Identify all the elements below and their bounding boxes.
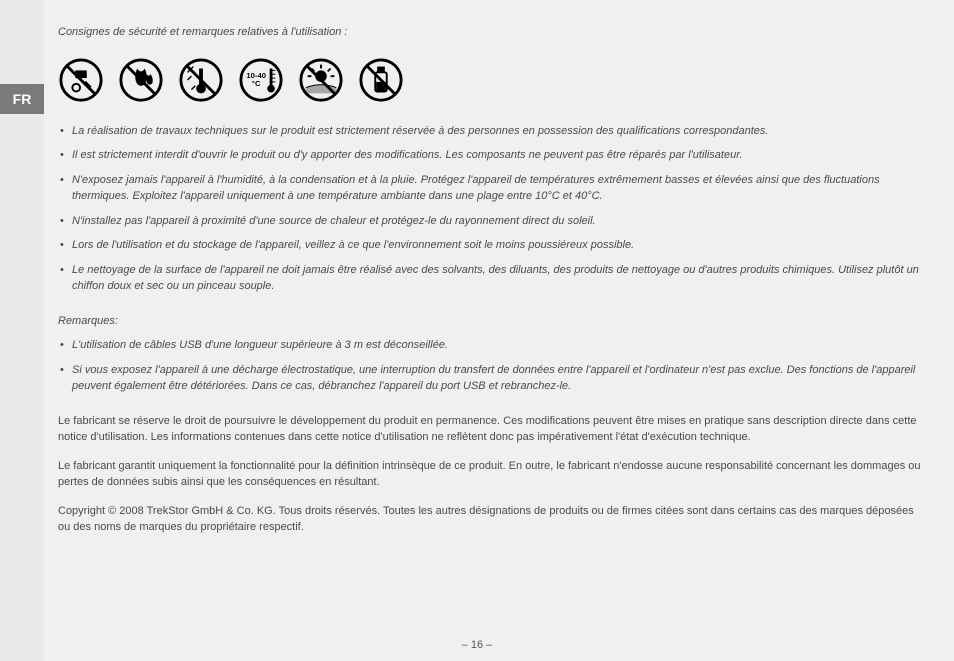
language-tab: FR [0, 84, 44, 114]
no-extreme-heat-icon [178, 57, 224, 103]
temperature-range-icon: 10-40 °C [238, 57, 284, 103]
list-item: N'exposez jamais l'appareil à l'humidité… [58, 172, 928, 205]
remarks-bullets: L'utilisation de câbles USB d'une longue… [58, 337, 928, 395]
list-item: La réalisation de travaux techniques sur… [58, 123, 928, 140]
svg-text:°C: °C [252, 78, 261, 87]
page-number: – 16 – [0, 639, 954, 651]
no-repair-icon [58, 57, 104, 103]
no-moisture-icon [118, 57, 164, 103]
icon-row: 10-40 °C [58, 57, 928, 103]
no-chemicals-icon [358, 57, 404, 103]
copyright-para: Copyright © 2008 TrekStor GmbH & Co. KG.… [58, 503, 928, 536]
remarks-heading: Remarques: [58, 313, 928, 330]
list-item: L'utilisation de câbles USB d'une longue… [58, 337, 928, 354]
safety-heading: Consignes de sécurité et remarques relat… [58, 24, 928, 41]
page-content: Consignes de sécurité et remarques relat… [58, 24, 928, 548]
no-direct-sun-icon [298, 57, 344, 103]
list-item: Il est strictement interdit d'ouvrir le … [58, 147, 928, 164]
sidebar: FR [0, 0, 44, 661]
list-item: Lors de l'utilisation et du stockage de … [58, 237, 928, 254]
manufacturer-para-2: Le fabricant garantit uniquement la fonc… [58, 458, 928, 491]
safety-bullets: La réalisation de travaux techniques sur… [58, 123, 928, 295]
manufacturer-para-1: Le fabricant se réserve le droit de pour… [58, 413, 928, 446]
list-item: Si vous exposez l'appareil à une décharg… [58, 362, 928, 395]
list-item: Le nettoyage de la surface de l'appareil… [58, 262, 928, 295]
list-item: N'installez pas l'appareil à proximité d… [58, 213, 928, 230]
